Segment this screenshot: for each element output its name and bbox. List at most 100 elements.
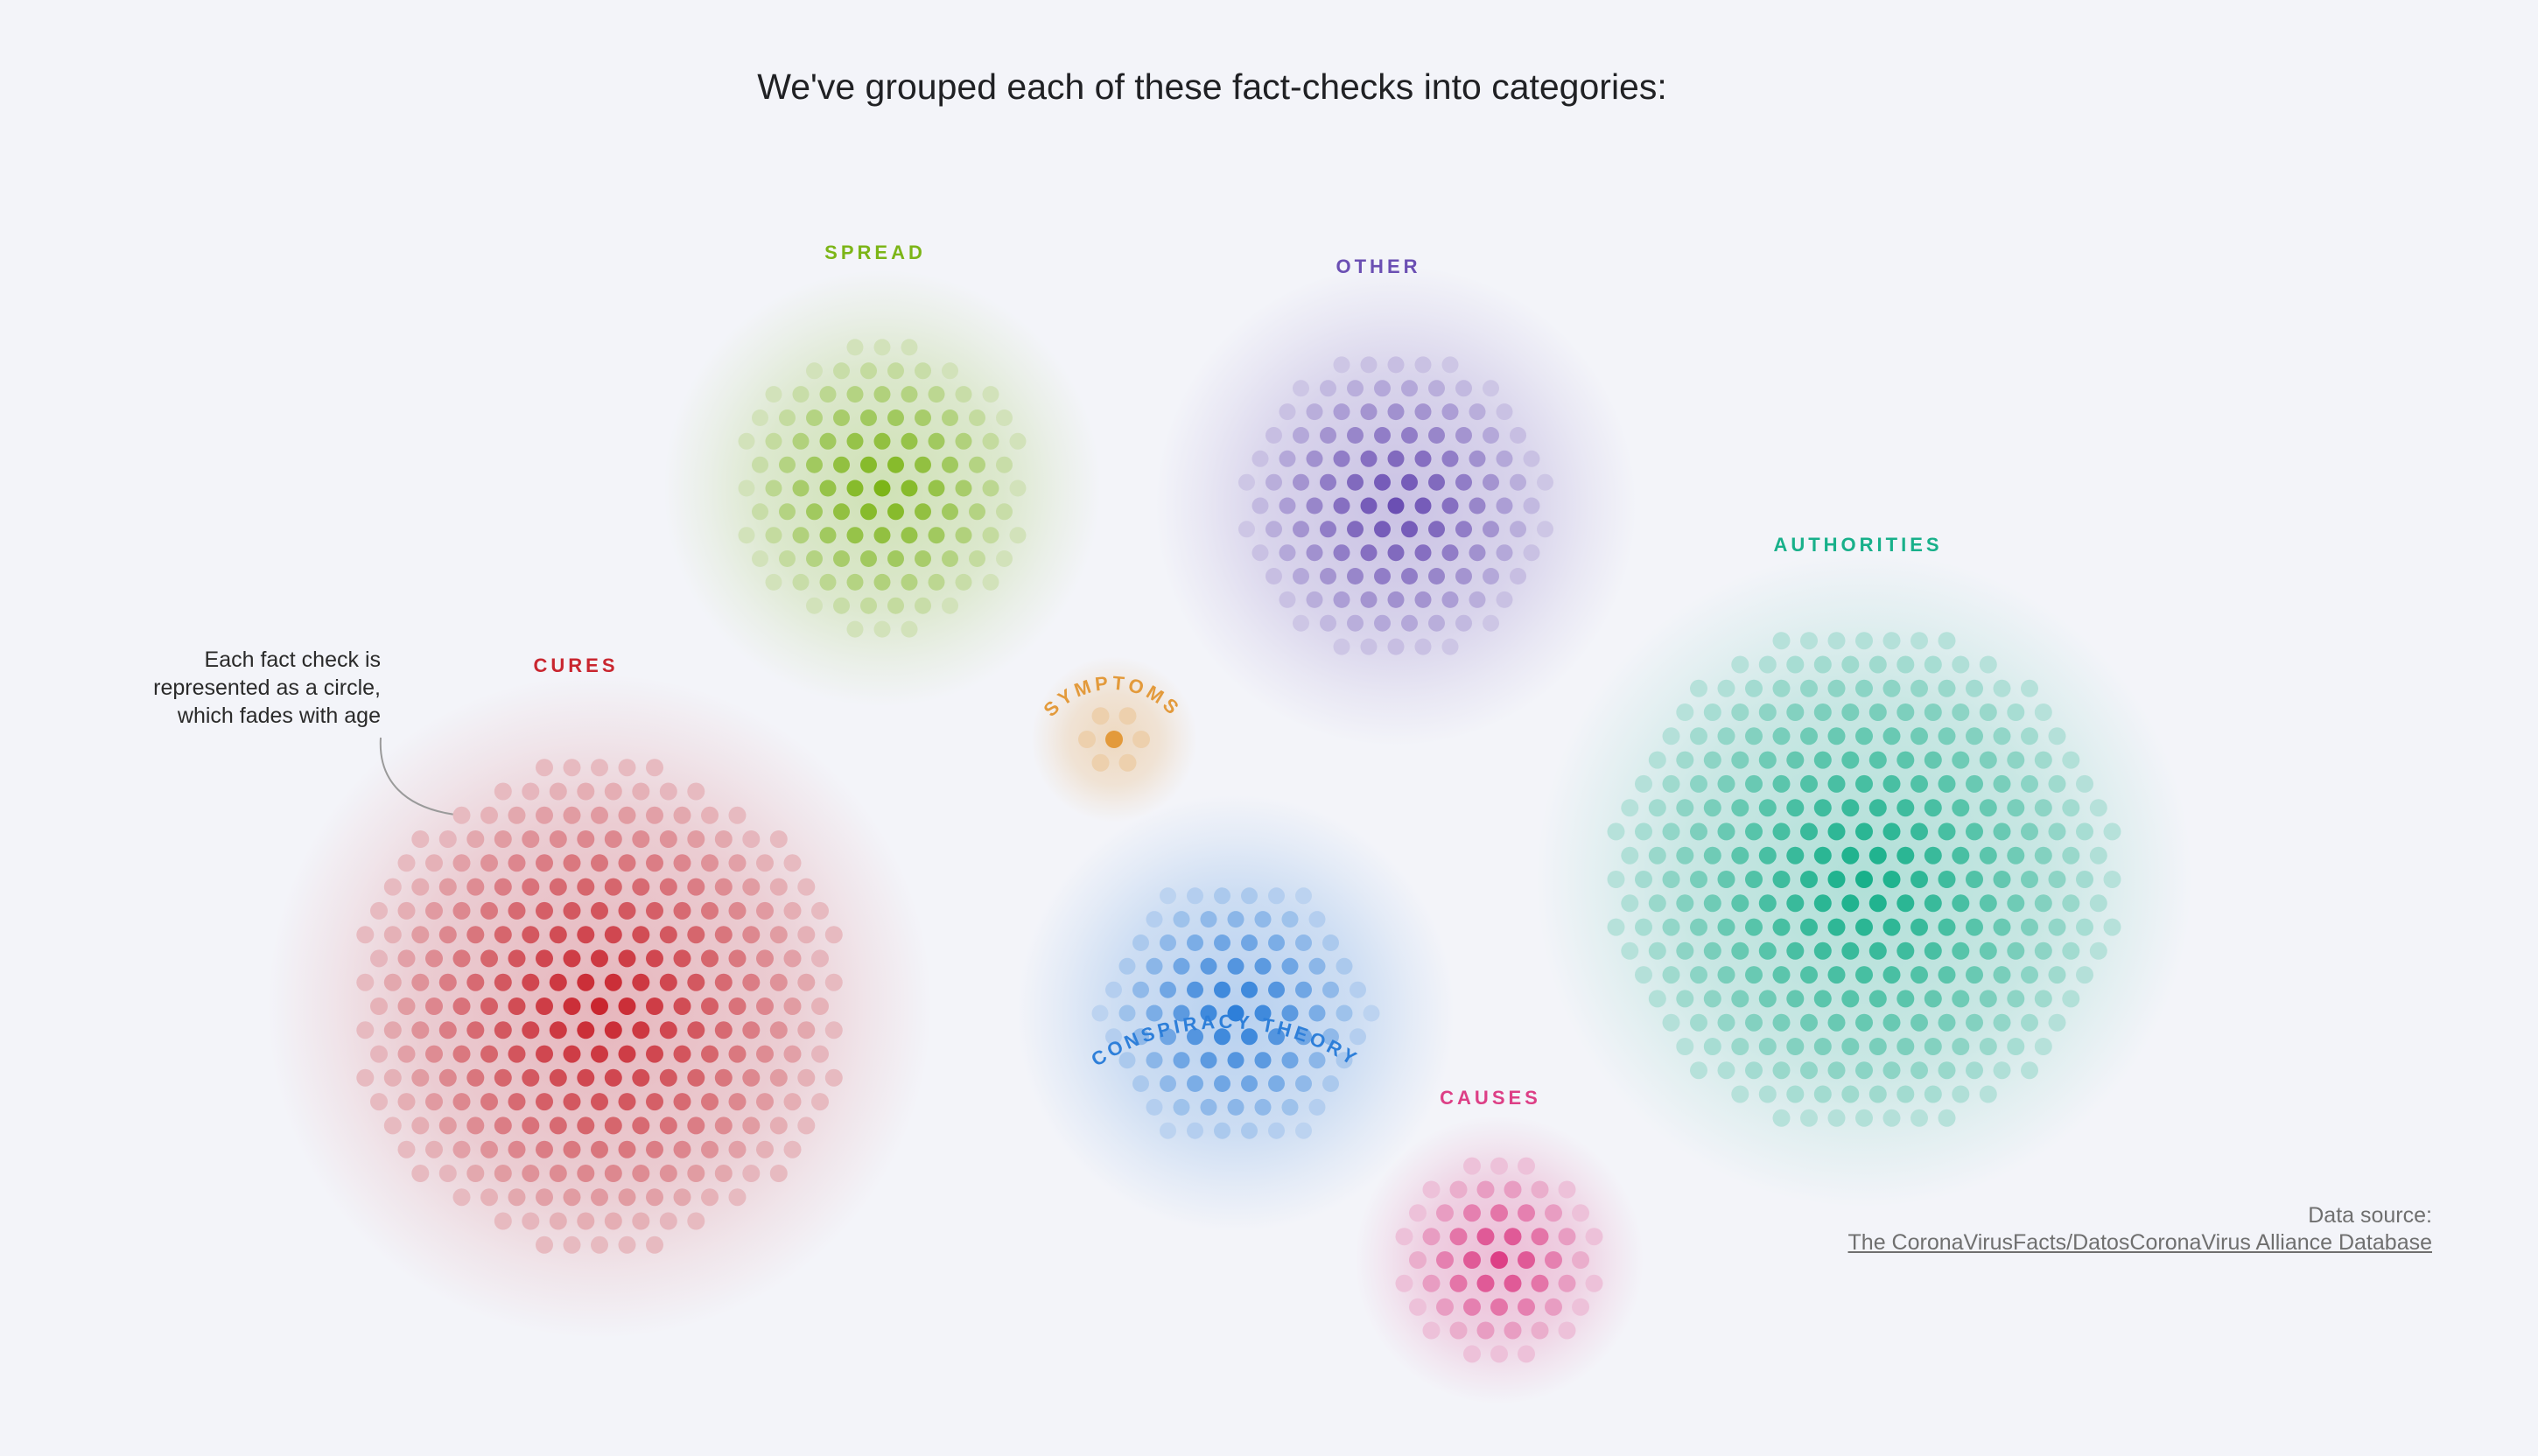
fact-check-dot — [2048, 918, 2066, 936]
fact-check-dot — [687, 1116, 705, 1135]
fact-check-dot — [1251, 450, 1269, 467]
fact-check-dot — [618, 998, 636, 1015]
fact-check-dot — [1436, 1298, 1454, 1316]
fact-check-dot — [591, 1236, 608, 1254]
fact-check-dot — [769, 1021, 788, 1040]
fact-check-dot — [1281, 1004, 1299, 1022]
fact-check-dot — [1200, 1098, 1217, 1116]
fact-check-dot — [646, 901, 663, 920]
fact-check-dot — [591, 1045, 608, 1063]
fact-check-dot — [765, 573, 782, 591]
fact-check-dot — [1572, 1204, 1589, 1222]
fact-check-dot — [452, 949, 471, 968]
fact-check-dot — [783, 1140, 802, 1158]
fact-check-dot — [1490, 1251, 1508, 1269]
fact-check-dot — [659, 1212, 677, 1230]
fact-check-dot — [522, 1116, 540, 1135]
fact-check-dot — [728, 1045, 747, 1063]
fact-check-dot — [1531, 1228, 1549, 1246]
fact-check-dot — [887, 597, 904, 614]
fact-check-dot — [1476, 1228, 1495, 1246]
fact-check-dot — [1993, 966, 2011, 984]
fact-check-dot — [2103, 871, 2121, 888]
fact-check-dot — [1911, 822, 1928, 841]
fact-check-dot — [1813, 751, 1832, 769]
fact-check-dot — [1772, 1061, 1791, 1080]
fact-check-dot — [1091, 1004, 1109, 1022]
fact-check-dot — [1841, 990, 1860, 1008]
fact-check-dot — [1758, 655, 1777, 674]
fact-check-dot — [1855, 679, 1873, 697]
fact-check-dot — [756, 854, 774, 872]
fact-check-dot — [577, 782, 595, 801]
fact-check-dot — [1265, 568, 1282, 584]
fact-check-dot — [1979, 799, 1997, 817]
fact-check-dot — [1414, 450, 1432, 467]
fact-check-dot — [577, 1116, 595, 1135]
fact-check-dot — [1422, 1321, 1441, 1340]
fact-check-dot — [646, 1093, 663, 1111]
fact-check-dot — [1745, 679, 1763, 697]
fact-check-dot — [1414, 403, 1432, 421]
fact-check-dot — [1952, 942, 1970, 960]
fact-check-dot — [860, 456, 877, 473]
fact-check-dot — [1758, 942, 1777, 960]
fact-check-dot — [1868, 1038, 1887, 1055]
fact-check-dot — [1268, 981, 1285, 998]
fact-check-dot — [508, 1140, 526, 1158]
fact-check-dot — [728, 1188, 747, 1207]
fact-check-dot — [1813, 655, 1832, 674]
fact-check-dot — [2048, 966, 2066, 984]
fact-check-dot — [1414, 544, 1432, 562]
fact-check-dot — [1800, 871, 1818, 888]
fact-check-dot — [1979, 990, 1997, 1008]
fact-check-dot — [1911, 679, 1928, 697]
fact-check-dot — [806, 456, 823, 473]
fact-check-dot — [1966, 727, 1983, 746]
annotation-note: Each fact check is represented as a circ… — [153, 648, 381, 728]
fact-check-dot — [604, 1165, 622, 1182]
fact-check-dot — [1320, 614, 1336, 632]
fact-check-dot — [1336, 1004, 1353, 1022]
fact-check-dot — [1387, 544, 1405, 562]
fact-check-dot — [1896, 846, 1915, 864]
fact-check-dot — [494, 830, 512, 848]
fact-check-dot — [1306, 497, 1323, 514]
fact-check-dot — [2007, 990, 2025, 1008]
fact-check-dot — [452, 901, 471, 920]
fact-check-dot — [1333, 450, 1350, 467]
fact-check-dot — [955, 480, 972, 497]
fact-check-dot — [646, 1045, 663, 1063]
fact-check-dot — [1855, 774, 1873, 793]
fact-check-dot — [1009, 480, 1027, 497]
fact-check-dot — [1320, 380, 1336, 397]
fact-check-dot — [1436, 1251, 1454, 1269]
data-source-link[interactable]: The CoronaVirusFacts/DatosCoronaVirus Al… — [1847, 1230, 2432, 1255]
fact-check-dot — [915, 550, 931, 567]
fact-check-dot — [646, 949, 663, 968]
fact-check-dot — [1868, 751, 1887, 769]
fact-check-dot — [1523, 497, 1540, 514]
fact-check-dot — [563, 1188, 581, 1207]
fact-check-dot — [942, 410, 958, 426]
fact-check-dot — [1449, 1321, 1468, 1340]
fact-check-dot — [1813, 799, 1832, 817]
fact-check-dot — [1717, 918, 1735, 936]
fact-check-dot — [1607, 871, 1625, 888]
fact-check-dot — [632, 1212, 650, 1230]
fact-check-dot — [356, 1021, 375, 1040]
fact-check-dot — [1422, 1274, 1441, 1292]
fact-check-dot — [779, 503, 796, 521]
fact-check-dot — [618, 854, 636, 872]
fact-check-dot — [397, 854, 416, 872]
fact-check-dot — [1745, 774, 1763, 793]
fact-check-dot — [1635, 918, 1652, 936]
fact-check-dot — [969, 410, 985, 426]
fact-check-dot — [2089, 846, 2107, 864]
fact-check-dot — [1868, 990, 1887, 1008]
fact-check-dot — [1841, 1038, 1860, 1055]
fact-check-dot — [536, 1188, 553, 1207]
fact-check-dot — [1827, 1061, 1846, 1080]
fact-check-dot — [1662, 918, 1680, 936]
fact-check-dot — [577, 830, 595, 848]
